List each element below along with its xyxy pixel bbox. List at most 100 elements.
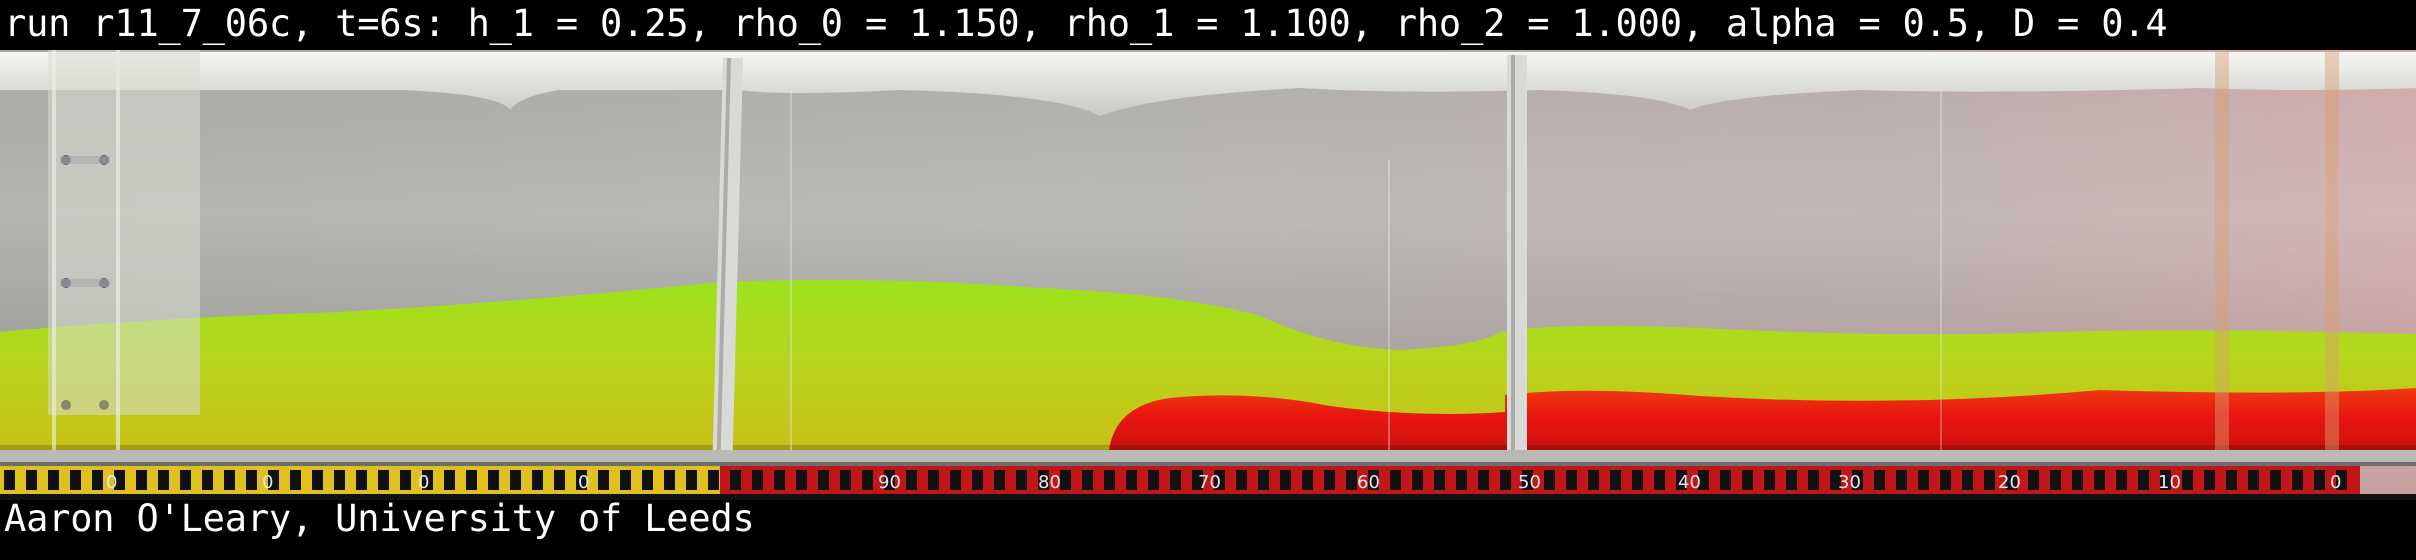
scale-dash <box>1346 470 1357 490</box>
author-credit: Aaron O'Leary, University of Leeds <box>4 497 755 540</box>
scale-dash <box>994 470 1005 490</box>
left-wall-panel <box>48 50 200 415</box>
scale-dash <box>2138 470 2149 490</box>
scale-dash <box>1016 470 1027 490</box>
scale-dash <box>774 470 785 490</box>
run-parameters-caption: run r11_7_06c, t=6s: h_1 = 0.25, rho_0 =… <box>4 2 2168 45</box>
scale-dash <box>378 470 389 490</box>
scale-tick-label: 50 <box>1518 472 1541 493</box>
scale-dash <box>158 470 169 490</box>
scale-dash <box>488 470 499 490</box>
scale-tick-label: 10 <box>2158 472 2181 493</box>
scale-dash <box>686 470 697 490</box>
vertical-ruler-1 <box>712 57 744 459</box>
scale-dash <box>708 470 719 490</box>
scale-dash <box>1280 470 1291 490</box>
scale-dash <box>180 470 191 490</box>
scale-dash <box>2072 470 2083 490</box>
scale-dash <box>444 470 455 490</box>
scale-dash <box>2116 470 2127 490</box>
scale-dash <box>1742 470 1753 490</box>
scale-dash <box>466 470 477 490</box>
scale-dash <box>532 470 543 490</box>
scale-dash <box>1544 470 1555 490</box>
scale-dash <box>2028 470 2039 490</box>
scale-dash <box>70 470 81 490</box>
scale-dash <box>312 470 323 490</box>
scale-dash <box>862 470 873 490</box>
scale-dash <box>1368 470 1379 490</box>
scale-dash <box>1500 470 1511 490</box>
scale-dash <box>1522 470 1533 490</box>
scale-dash <box>4 470 15 490</box>
scale-dash <box>1126 470 1137 490</box>
scale-dash <box>202 470 213 490</box>
free-surface <box>0 52 2416 116</box>
length-scale: 0 0 0 0 90 80 70 60 50 40 30 20 10 0 <box>0 466 2360 494</box>
scale-dash <box>818 470 829 490</box>
scale-dash <box>1896 470 1907 490</box>
scale-dash <box>1764 470 1775 490</box>
tank-photo: 0 0 0 0 90 80 70 60 50 40 30 20 10 0 <box>0 50 2416 500</box>
scale-dash <box>1874 470 1885 490</box>
scale-tick-label: 20 <box>1998 472 2021 493</box>
scale-dash <box>334 470 345 490</box>
scale-dash <box>2226 470 2237 490</box>
scale-dash <box>1984 470 1995 490</box>
scale-dash <box>1676 470 1687 490</box>
scale-dash <box>2094 470 2105 490</box>
scale-dash <box>840 470 851 490</box>
scale-dash <box>2204 470 2215 490</box>
scale-left-label: 0 <box>578 472 589 493</box>
scale-dash <box>620 470 631 490</box>
scale-dash <box>1038 470 1049 490</box>
scale-dash <box>1258 470 1269 490</box>
scale-tick-label: 80 <box>1038 472 1061 493</box>
scale-dash <box>1610 470 1621 490</box>
scale-dash <box>1786 470 1797 490</box>
scale-dash <box>1632 470 1643 490</box>
scale-left-label: 0 <box>262 472 273 493</box>
scale-dash <box>356 470 367 490</box>
scale-tick-label: 30 <box>1838 472 1861 493</box>
scale-dash <box>1918 470 1929 490</box>
scale-dash <box>752 470 763 490</box>
scale-dash <box>1962 470 1973 490</box>
scale-dash <box>2160 470 2171 490</box>
scale-dash <box>268 470 279 490</box>
scale-dash <box>1148 470 1159 490</box>
scale-dash <box>2314 470 2325 490</box>
scale-dash <box>972 470 983 490</box>
scale-dash <box>1324 470 1335 490</box>
scale-dash <box>1192 470 1203 490</box>
scale-dash <box>1852 470 1863 490</box>
scale-dash <box>290 470 301 490</box>
scale-dash <box>1236 470 1247 490</box>
scale-dash <box>576 470 587 490</box>
scale-dash <box>2270 470 2281 490</box>
scale-dash <box>554 470 565 490</box>
scale-dash <box>1654 470 1665 490</box>
scale-dash <box>642 470 653 490</box>
scale-dash <box>664 470 675 490</box>
scale-dash <box>1390 470 1401 490</box>
scale-dash <box>906 470 917 490</box>
scale-tick-label: 40 <box>1678 472 1701 493</box>
scale-dash <box>1566 470 1577 490</box>
scale-dash <box>422 470 433 490</box>
scale-dash <box>1170 470 1181 490</box>
scale-dash <box>510 470 521 490</box>
scale-dash <box>1302 470 1313 490</box>
scale-dash <box>92 470 103 490</box>
scale-dash <box>1104 470 1115 490</box>
scale-dash <box>246 470 257 490</box>
scale-dash <box>1214 470 1225 490</box>
scale-dash <box>2248 470 2259 490</box>
scale-dash <box>1456 470 1467 490</box>
scale-dash <box>26 470 37 490</box>
scale-dash <box>1830 470 1841 490</box>
scale-dash <box>1434 470 1445 490</box>
scale-dash <box>796 470 807 490</box>
scale-dash <box>2336 470 2347 490</box>
scale-tick-label: 0 <box>2330 472 2341 493</box>
